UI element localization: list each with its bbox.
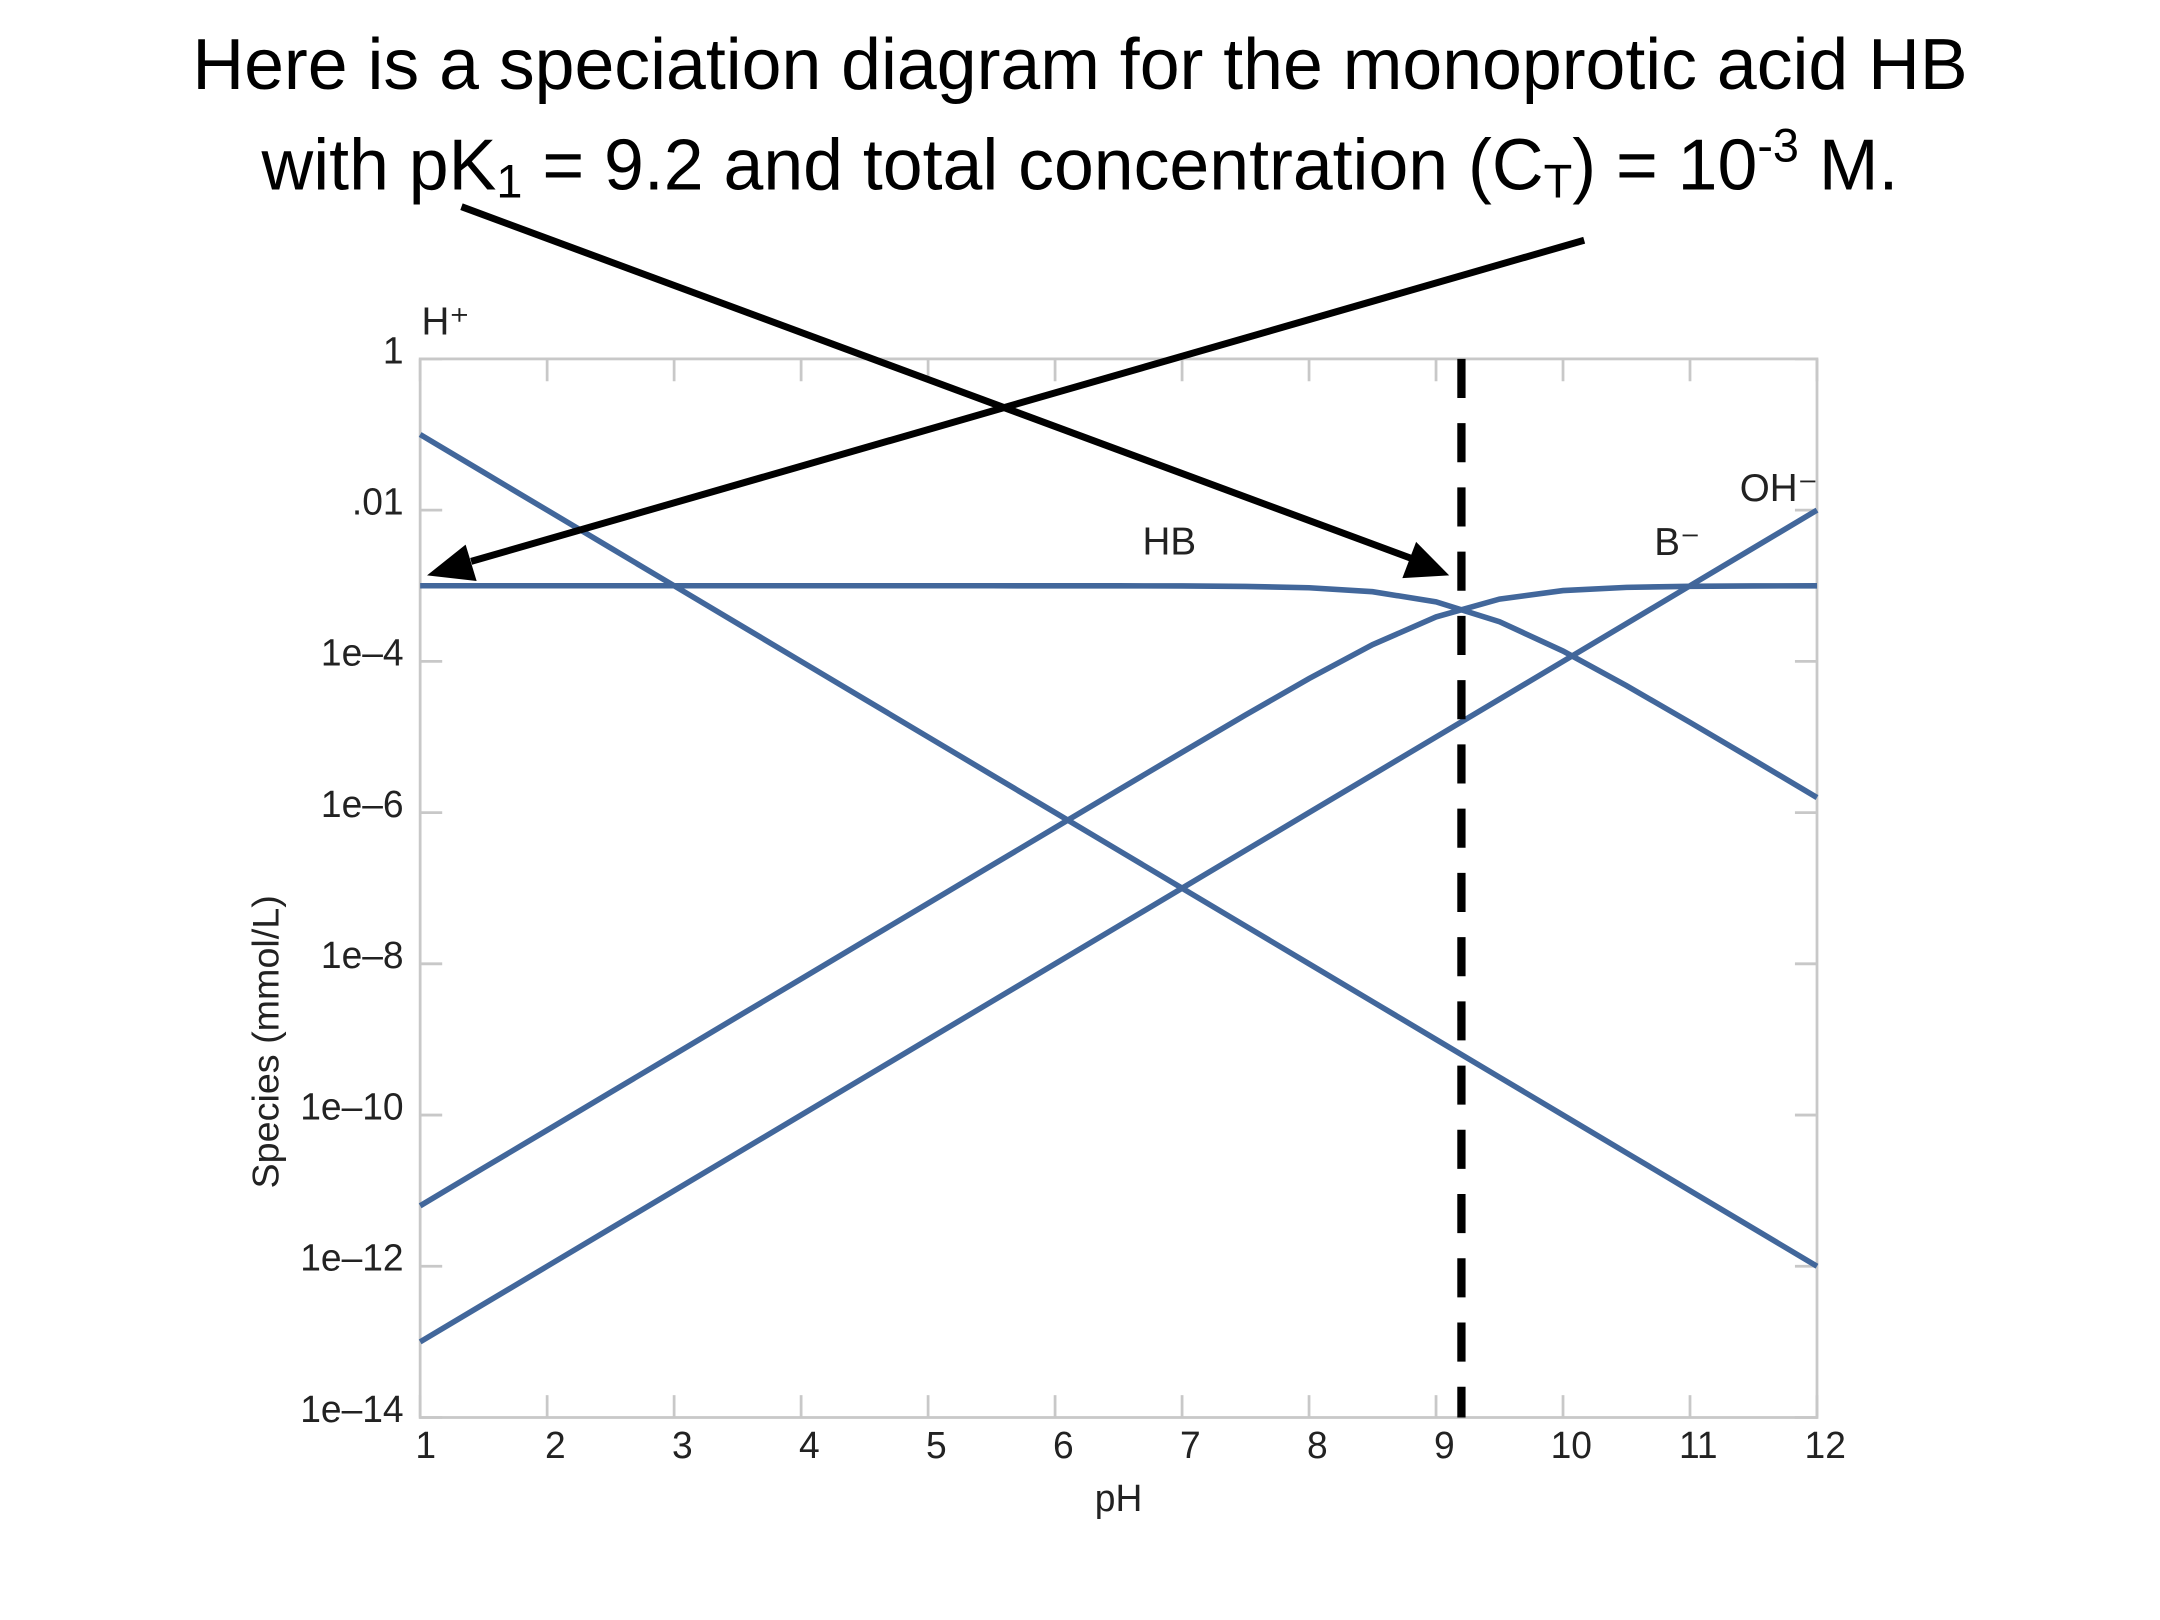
series-label: HB [1143, 520, 1197, 563]
x-tick-label: 2 [545, 1424, 566, 1466]
x-tick-label: 1 [415, 1424, 436, 1466]
series-line [418, 583, 1817, 1209]
x-tick-label: 5 [926, 1424, 947, 1466]
series-label: H⁺ [421, 300, 469, 343]
arrows [427, 203, 1586, 581]
x-tick-label: 4 [799, 1424, 820, 1466]
y-tick-label: 1e–10 [300, 1085, 403, 1127]
title-text: -3 [1757, 118, 1799, 171]
x-tick-label: 7 [1180, 1424, 1201, 1466]
y-tick-label: 1e–4 [321, 632, 404, 674]
title-text: Here is a speciation diagram for the mon… [192, 25, 1967, 106]
title-text: M. [1799, 125, 1898, 206]
title-text: = 9.2 and total concentration (C [522, 125, 1543, 206]
x-axis-label: pH [1095, 1477, 1143, 1519]
title-text: 1 [496, 154, 522, 207]
x-tick-label: 3 [672, 1424, 693, 1466]
arrow-head [427, 544, 477, 581]
arrow-line [470, 236, 1586, 565]
y-tick-label: 1e–6 [321, 783, 404, 825]
y-tick-label: 1 [383, 329, 404, 371]
y-tick-label: 1e–14 [300, 1388, 403, 1430]
title-line: with pK1 = 9.2 and total concentration (… [261, 118, 1899, 207]
y-tick-label: .01 [352, 480, 404, 522]
x-tick-label: 11 [1679, 1424, 1718, 1466]
series-line [418, 432, 1819, 1269]
title-text: T [1544, 154, 1573, 207]
x-tick-label: 10 [1551, 1424, 1592, 1466]
plot-area [418, 357, 1819, 1419]
x-tick-label: 12 [1805, 1424, 1846, 1466]
plot-frame [418, 357, 1819, 1419]
series-line [418, 507, 1819, 1345]
series-line [420, 582, 1819, 800]
x-tick-label: 8 [1307, 1424, 1328, 1466]
arrow-head [1402, 541, 1450, 579]
x-tick-label: 6 [1053, 1424, 1074, 1466]
y-tick-label: 1e–8 [321, 934, 404, 976]
y-tick-label: 1e–12 [300, 1236, 403, 1278]
title-text: ) = 10 [1572, 125, 1757, 206]
title-line: Here is a speciation diagram for the mon… [192, 25, 1967, 106]
y-axis-label: Species (mmol/L) [245, 895, 287, 1188]
series-label: OH⁻ [1740, 467, 1818, 510]
x-tick-label: 9 [1434, 1424, 1455, 1466]
arrow-line [460, 203, 1414, 562]
series-label: B⁻ [1654, 521, 1700, 564]
title-text: with pK [261, 125, 497, 206]
